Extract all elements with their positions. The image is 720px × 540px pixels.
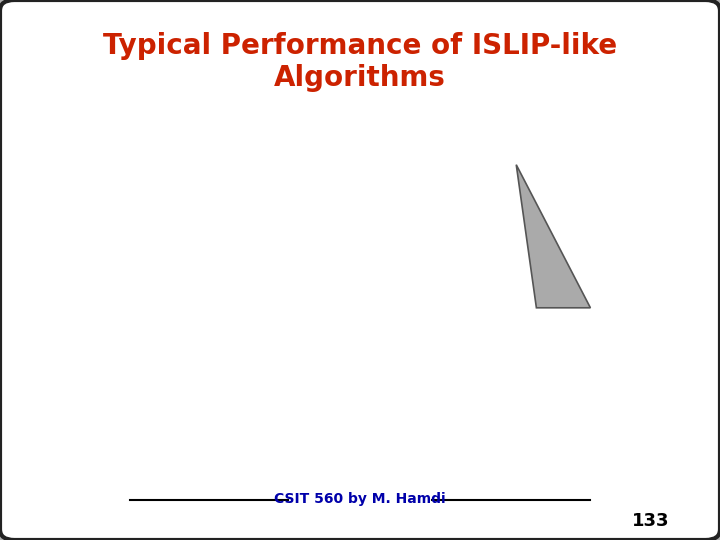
Text: Algorithms: Algorithms — [274, 64, 446, 92]
Text: CSIT 560 by M. Hamdi: CSIT 560 by M. Hamdi — [274, 492, 446, 507]
Text: 133: 133 — [632, 512, 670, 530]
X-axis label: Offered Load (%): Offered Load (%) — [237, 474, 382, 489]
Text: PIM with 4
 iterations: PIM with 4 iterations — [564, 329, 646, 357]
Legend: -- FIFO, x  x
PIM 1, PIM 4, Output: -- FIFO, x x PIM 1, PIM 4, Output — [451, 107, 514, 167]
Y-axis label: Average Latency (Cells): Average Latency (Cells) — [55, 195, 69, 361]
Text: Typical Performance of ISLIP-like: Typical Performance of ISLIP-like — [103, 32, 617, 60]
